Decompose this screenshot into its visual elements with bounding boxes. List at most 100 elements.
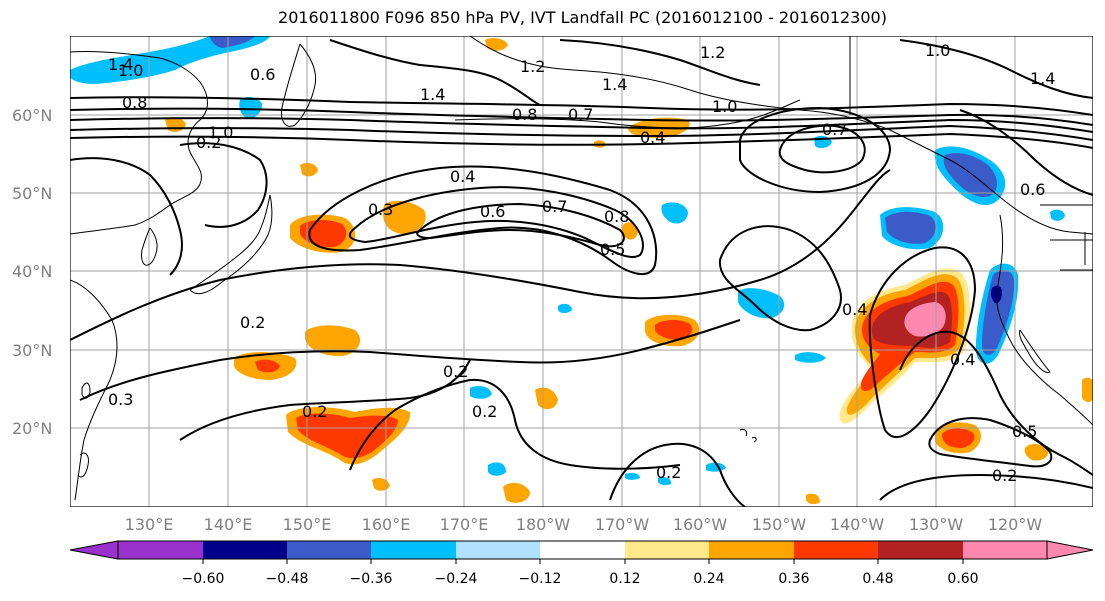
colorbar-segment	[878, 541, 963, 559]
colorbar-tick-label: −0.36	[350, 571, 393, 587]
anomaly-region-cyan-nw	[70, 36, 270, 84]
coastline-state-boundary	[1050, 232, 1093, 271]
contour-line	[70, 107, 1093, 126]
contour-line	[70, 169, 891, 341]
colorbar-segment	[794, 541, 878, 559]
anomaly-region-cyan-22n	[470, 386, 492, 399]
contour-line	[179, 142, 268, 228]
contour-label: 0.3	[108, 390, 133, 409]
contour-label: 0.3	[368, 200, 393, 219]
contour-label: 1.0	[208, 123, 233, 142]
colorbar-frame	[117, 540, 1048, 560]
anomaly-region-orange-se	[1024, 444, 1049, 461]
anomaly-region-blue-coastal-long	[982, 269, 1015, 355]
contour-label: 1.4	[420, 85, 445, 104]
colorbar-tick-label: −0.48	[266, 571, 309, 587]
anomaly-region-orange-65n	[485, 37, 508, 51]
contour-line	[559, 39, 761, 86]
anomaly-region-orange-edge	[1082, 377, 1093, 403]
lon-label: 130°W	[909, 515, 964, 534]
anomaly-region-cyan-40n-b	[558, 303, 572, 313]
contour-line	[899, 39, 1093, 99]
lon-label: 160°E	[362, 515, 411, 534]
anomaly-region-cyan-15n	[488, 462, 506, 476]
coastline-hawaii	[739, 429, 757, 443]
contour-label: 0.2	[443, 362, 468, 381]
contour-label: 0.8	[122, 93, 147, 112]
coastline-west-america	[996, 214, 1093, 426]
colorbar: −0.60 −0.48 −0.36 −0.24 −0.12 0.12 0.24 …	[69, 540, 1094, 587]
contour-label: 1.4	[602, 75, 627, 94]
contour-label: 0.4	[450, 167, 475, 186]
lon-label: 120°W	[988, 515, 1043, 534]
contour-label: 0.6	[1020, 180, 1045, 199]
lat-label: 20°N	[12, 419, 52, 438]
coastline-asia-north	[70, 50, 208, 235]
anomaly-region-blue-nw	[210, 36, 255, 48]
anomaly-region-cyan-ne-box	[1050, 209, 1065, 221]
colorbar-ticks	[202, 559, 964, 564]
lat-label: 30°N	[12, 341, 52, 360]
lon-label: 160°W	[673, 515, 728, 534]
lon-label: 170°E	[440, 515, 489, 534]
colorbar-tick-label: −0.24	[435, 571, 478, 587]
pv-contours	[70, 39, 1093, 507]
contour-line	[928, 417, 1053, 468]
contour-line	[70, 117, 1093, 133]
contour-label: 0.8	[512, 105, 537, 124]
anomaly-region-orange-ne	[622, 222, 638, 240]
lon-label: 150°E	[283, 515, 332, 534]
colorbar-tick-label: −0.60	[182, 571, 225, 587]
map-plot-area: 1.4 1.0 0.8 1.2 1.4 1.0 0.8 0.7 0.4 1.4 …	[70, 36, 1093, 507]
lon-label: 180°W	[516, 515, 571, 534]
contour-label: 0.6	[480, 202, 505, 221]
anomaly-region-orange-10n	[806, 493, 820, 505]
colorbar-segment	[963, 541, 1047, 559]
contour-label: 0.6	[250, 65, 275, 84]
contour-label: 0.2	[196, 133, 221, 152]
coastline-china	[70, 279, 118, 501]
coastline-kamchatka	[281, 43, 317, 127]
anomaly-region-cyan-nw-b	[239, 96, 262, 119]
contour-line	[959, 109, 1093, 196]
colorbar-tick-label: 0.12	[609, 571, 640, 587]
contour-line	[308, 165, 658, 275]
anomaly-region-red-south	[942, 428, 975, 448]
colorbar-segment	[371, 541, 456, 559]
colorbar-segment	[709, 541, 794, 559]
colorbar-extend-high	[1046, 540, 1094, 560]
lon-label: 170°W	[595, 515, 650, 534]
coastline-philippines	[77, 452, 89, 478]
map-title: 2016011800 F096 850 hPa PV, IVT Landfall…	[278, 8, 887, 27]
anomaly-region-orange-12n	[503, 482, 530, 503]
contour-label: 0.7	[822, 120, 847, 139]
contour-label: 1.0	[118, 61, 143, 80]
contour-line	[778, 124, 866, 174]
anomaly-region-orange-22n	[535, 387, 558, 410]
colorbar-segment	[456, 541, 540, 559]
anomaly-region-red-28n	[255, 359, 280, 373]
contour-label: 0.4	[842, 300, 867, 319]
colorbar-segment	[203, 541, 287, 559]
anomaly-region-orange-46n	[382, 200, 426, 234]
contour-line	[868, 246, 977, 439]
colorbar-segment	[118, 541, 203, 559]
colorbar-tick-label: −0.12	[519, 571, 562, 587]
lat-label: 40°N	[12, 262, 52, 281]
contour-label: 1.4	[108, 55, 133, 74]
contour-line	[70, 96, 1093, 116]
contour-line	[879, 473, 1093, 501]
contour-label: 0.5	[600, 240, 625, 259]
contour-line	[79, 319, 741, 401]
colorbar-extend-low	[69, 540, 119, 560]
colorbar-segment	[540, 541, 625, 559]
contour-label: 0.2	[656, 463, 681, 482]
contour-label: 0.4	[950, 350, 975, 369]
contour-label: 0.2	[992, 466, 1017, 485]
contour-label: 0.2	[472, 402, 497, 421]
colorbar-segment	[625, 541, 709, 559]
contour-line	[329, 39, 541, 106]
colorbar-tick-label: 0.48	[862, 571, 893, 587]
contour-label: 1.2	[520, 57, 545, 76]
colorbar-tick-label: 0.24	[693, 571, 724, 587]
